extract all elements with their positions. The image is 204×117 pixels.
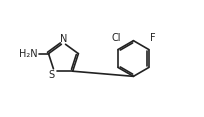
Text: Cl: Cl xyxy=(112,33,121,43)
Text: H₂N: H₂N xyxy=(19,49,38,59)
Text: N: N xyxy=(60,34,67,44)
Text: S: S xyxy=(49,70,55,80)
Text: F: F xyxy=(150,33,156,43)
